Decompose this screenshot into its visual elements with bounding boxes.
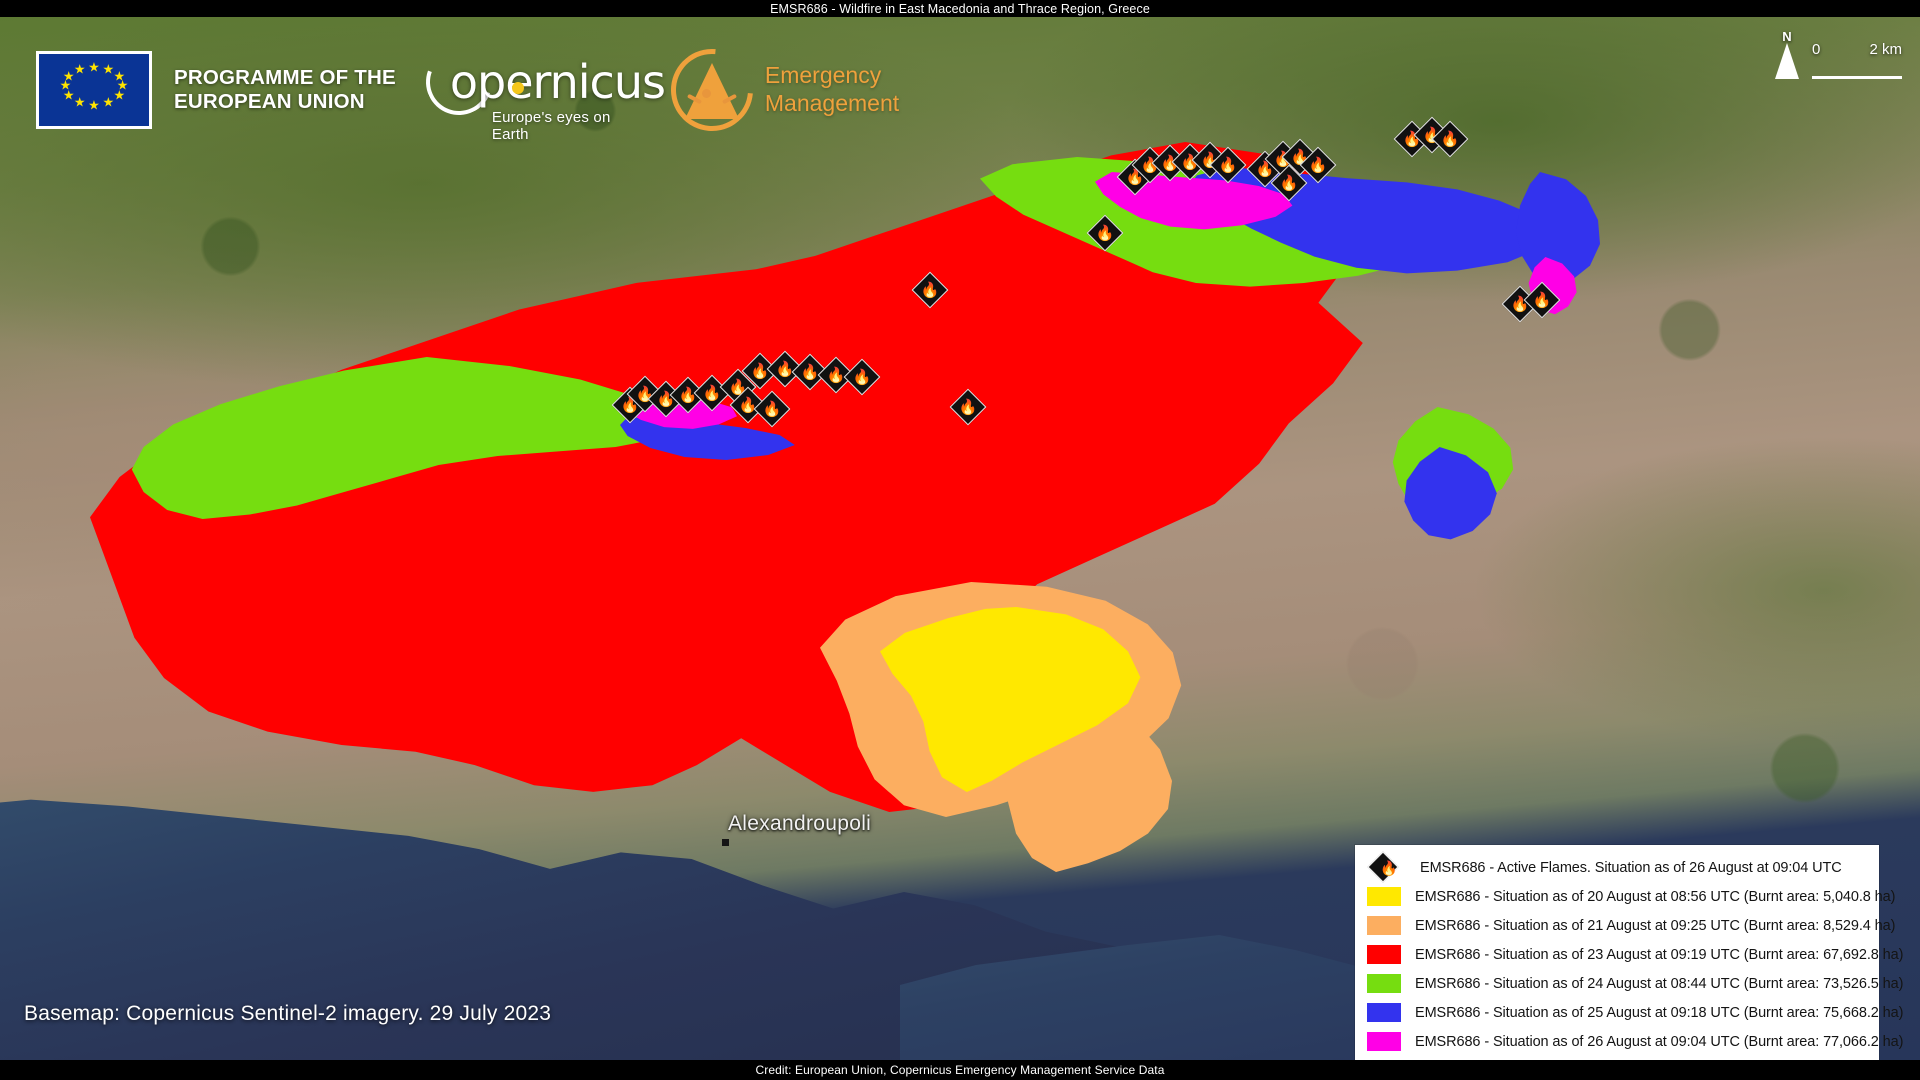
legend-color-swatch: [1367, 1032, 1401, 1051]
city-marker-alexandroupoli: [722, 839, 729, 846]
scale-bar-line: [1812, 76, 1902, 79]
legend-row[interactable]: EMSR686 - Situation as of 24 August at 0…: [1367, 969, 1903, 998]
north-arrow-icon: N: [1770, 29, 1804, 79]
map-legend[interactable]: 🔥 EMSR686 - Active Flames. Situation as o…: [1355, 845, 1903, 1060]
active-flame-icon[interactable]: 🔥: [1431, 120, 1469, 158]
legend-label: EMSR686 - Situation as of 26 August at 0…: [1415, 1033, 1904, 1050]
legend-row[interactable]: 🔥 EMSR686 - Active Flames. Situation as o…: [1367, 850, 1869, 883]
copernicus-dot-icon: [511, 82, 524, 94]
legend-color-swatch: [1367, 974, 1401, 993]
credit-text: Credit: European Union, Copernicus Emerg…: [755, 1063, 1165, 1077]
emergency-management-shelter-icon: [654, 32, 770, 148]
legend-label: EMSR686 - Active Flames. Situation as of…: [1420, 859, 1842, 876]
emergency-management-label: Emergency Management: [764, 62, 900, 116]
city-label-alexandroupoli: Alexandroupoli: [728, 812, 872, 835]
legend-color-swatch: [1367, 916, 1401, 935]
copernicus-logo: opernicus Europe's eyes on Earth: [415, 38, 666, 143]
basemap-attribution: Basemap: Copernicus Sentinel-2 imagery. …: [24, 1002, 552, 1025]
legend-label: EMSR686 - Situation as of 23 August at 0…: [1415, 946, 1904, 963]
legend-row[interactable]: EMSR686 - Situation as of 20 August at 0…: [1367, 882, 1895, 911]
emergency-management-logo: Emergency Management: [654, 32, 900, 148]
legend-label: EMSR686 - Situation as of 20 August at 0…: [1415, 888, 1896, 905]
legend-label: EMSR686 - Situation as of 25 August at 0…: [1415, 1004, 1904, 1021]
eu-flag-icon: ★ ★ ★ ★ ★ ★ ★ ★ ★ ★ ★ ★: [36, 51, 152, 129]
legend-row[interactable]: EMSR686 - Situation as of 23 August at 0…: [1367, 940, 1903, 969]
legend-row[interactable]: EMSR686 - Situation as of 25 August at 0…: [1367, 998, 1903, 1027]
header-title-bar: EMSR686 - Wildfire in East Macedonia and…: [0, 0, 1920, 17]
footer-credit-bar: Credit: European Union, Copernicus Emerg…: [0, 1060, 1920, 1080]
copernicus-tagline: Europe's eyes on Earth: [491, 109, 611, 143]
legend-label: EMSR686 - Situation as of 21 August at 0…: [1415, 917, 1896, 934]
scale-bar-max: 2 km: [1869, 41, 1902, 58]
legend-color-swatch: [1367, 945, 1401, 964]
north-letter: N: [1782, 29, 1792, 44]
scale-bar-min: 0: [1812, 41, 1821, 58]
legend-row[interactable]: EMSR686 - Situation as of 21 August at 0…: [1367, 911, 1895, 940]
eu-programme-label: PROGRAMME OF THE EUROPEAN UNION: [174, 65, 396, 113]
map-tools: N 0 2 km: [1770, 29, 1902, 79]
legend-label: EMSR686 - Situation as of 24 August at 0…: [1415, 975, 1904, 992]
legend-color-swatch: [1367, 887, 1401, 906]
flame-icon: 🔥: [1367, 850, 1406, 883]
logo-strip: ★ ★ ★ ★ ★ ★ ★ ★ ★ ★ ★ ★ PROGRAMME OF THE…: [36, 32, 900, 148]
legend-row[interactable]: EMSR686 - Situation as of 26 August at 0…: [1367, 1027, 1903, 1056]
page-title: EMSR686 - Wildfire in East Macedonia and…: [770, 1, 1150, 16]
scale-bar: 0 2 km: [1812, 41, 1902, 79]
map-viewport[interactable]: 🔥🔥🔥🔥🔥🔥🔥🔥🔥🔥🔥🔥🔥🔥🔥🔥🔥🔥🔥🔥🔥🔥🔥🔥🔥🔥🔥🔥🔥🔥🔥🔥 Alexand…: [0, 17, 1920, 1060]
copernicus-wordmark: opernicus: [449, 55, 666, 109]
legend-color-swatch: [1367, 1003, 1401, 1022]
